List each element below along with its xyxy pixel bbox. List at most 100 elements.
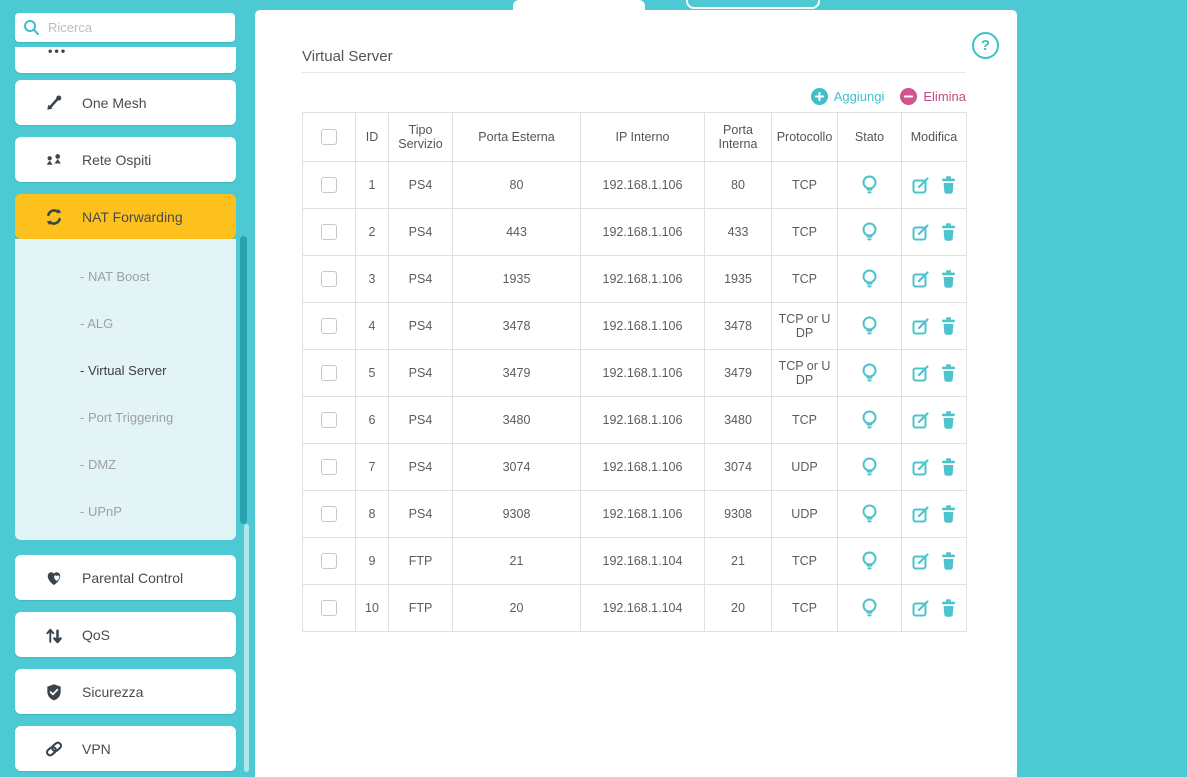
cell-protocollo: TCP [771,208,838,256]
sidebar-scrollbar-track[interactable] [244,524,249,772]
submenu-item-port-triggering[interactable]: - Port Triggering [80,410,174,425]
status-bulb-icon[interactable] [861,457,878,477]
row-checkbox[interactable] [321,318,337,334]
edit-icon[interactable] [912,317,930,335]
edit-icon[interactable] [912,505,930,523]
top-tab-outlined[interactable] [686,0,820,9]
cell-porta-esterna: 3074 [452,443,581,491]
trash-icon[interactable] [941,552,956,570]
status-bulb-icon[interactable] [861,269,878,289]
submenu-item-nat-boost[interactable]: - NAT Boost [80,269,150,284]
row-checkbox[interactable] [321,553,337,569]
trash-icon[interactable] [941,364,956,382]
sidebar-scrollbar-thumb[interactable] [240,236,247,524]
trash-icon[interactable] [941,176,956,194]
cell-stato [837,161,902,209]
submenu-item-dmz[interactable]: - DMZ [80,457,117,472]
edit-icon[interactable] [912,270,930,288]
cell-tipo-servizio: PS4 [388,302,453,350]
cell-ip-interno: 192.168.1.106 [580,255,705,303]
edit-icon[interactable] [912,411,930,429]
cell-protocollo: UDP [771,490,838,538]
add-button[interactable]: Aggiungi [810,87,884,105]
edit-icon[interactable] [912,458,930,476]
column-header-ip-interno: IP Interno [580,112,705,162]
delete-button[interactable]: Elimina [900,87,966,105]
status-bulb-icon[interactable] [861,363,878,383]
cell-ip-interno: 192.168.1.106 [580,302,705,350]
cell-id: 7 [355,443,389,491]
table-row: 4 PS4 3478 192.168.1.106 3478 TCP or UDP [302,302,967,350]
table-header-row: ID Tipo Servizio Porta Esterna IP Intern… [302,112,967,162]
status-bulb-icon[interactable] [861,175,878,195]
status-bulb-icon[interactable] [861,316,878,336]
cell-porta-esterna: 9308 [452,490,581,538]
sidebar-item-label: QoS [82,626,111,643]
table-row: 5 PS4 3479 192.168.1.106 3479 TCP or UDP [302,349,967,397]
edit-icon[interactable] [912,364,930,382]
column-header-modifica: Modifica [901,112,967,162]
row-select-cell [302,396,356,444]
table-body: 1 PS4 80 192.168.1.106 80 TCP 2 PS4 443 … [302,161,967,632]
cell-porta-interna: 80 [704,161,772,209]
status-bulb-icon[interactable] [861,504,878,524]
sidebar-item-qos[interactable]: QoS [15,612,236,657]
row-checkbox[interactable] [321,600,337,616]
trash-icon[interactable] [941,270,956,288]
sidebar-item-vpn[interactable]: VPN [15,726,236,771]
sidebar-item-clipped[interactable] [15,47,236,73]
row-checkbox[interactable] [321,177,337,193]
row-select-cell [302,302,356,350]
row-checkbox[interactable] [321,224,337,240]
status-bulb-icon[interactable] [861,551,878,571]
row-checkbox[interactable] [321,506,337,522]
security-shield-icon [45,683,65,701]
table-row: 1 PS4 80 192.168.1.106 80 TCP [302,161,967,209]
edit-icon[interactable] [912,599,930,617]
trash-icon[interactable] [941,317,956,335]
trash-icon[interactable] [941,505,956,523]
vpn-link-icon [45,740,65,758]
trash-icon[interactable] [941,223,956,241]
row-checkbox[interactable] [321,412,337,428]
submenu-item-alg[interactable]: - ALG [80,316,114,331]
row-select-cell [302,161,356,209]
column-header-stato: Stato [837,112,902,162]
cell-porta-esterna: 1935 [452,255,581,303]
cell-id: 10 [355,584,389,632]
cell-porta-interna: 1935 [704,255,772,303]
search-box[interactable] [15,13,235,42]
row-select-cell [302,537,356,585]
status-bulb-icon[interactable] [861,598,878,618]
row-checkbox[interactable] [321,459,337,475]
sidebar-item-one-mesh[interactable]: One Mesh [15,80,236,125]
edit-icon[interactable] [912,552,930,570]
edit-icon[interactable] [912,223,930,241]
sidebar-item-rete-ospiti[interactable]: Rete Ospiti [15,137,236,182]
search-input[interactable] [46,19,220,36]
cell-tipo-servizio: PS4 [388,161,453,209]
select-all-checkbox[interactable] [321,129,337,145]
sidebar-item-sicurezza[interactable]: Sicurezza [15,669,236,714]
cell-id: 6 [355,396,389,444]
cell-ip-interno: 192.168.1.106 [580,208,705,256]
cell-protocollo: TCP [771,255,838,303]
help-button[interactable]: ? [972,32,999,59]
table-row: 2 PS4 443 192.168.1.106 433 TCP [302,208,967,256]
trash-icon[interactable] [941,458,956,476]
edit-icon[interactable] [912,176,930,194]
trash-icon[interactable] [941,411,956,429]
submenu-item-virtual-server[interactable]: - Virtual Server [80,363,167,378]
cell-id: 4 [355,302,389,350]
cell-id: 9 [355,537,389,585]
status-bulb-icon[interactable] [861,222,878,242]
submenu-item-upnp[interactable]: - UPnP [80,504,122,519]
row-checkbox[interactable] [321,271,337,287]
cell-id: 8 [355,490,389,538]
column-header-tipo-servizio: Tipo Servizio [388,112,453,162]
trash-icon[interactable] [941,599,956,617]
status-bulb-icon[interactable] [861,410,878,430]
sidebar-item-nat-forwarding[interactable]: NAT Forwarding [15,194,236,239]
sidebar-item-parental-control[interactable]: Parental Control [15,555,236,600]
row-checkbox[interactable] [321,365,337,381]
